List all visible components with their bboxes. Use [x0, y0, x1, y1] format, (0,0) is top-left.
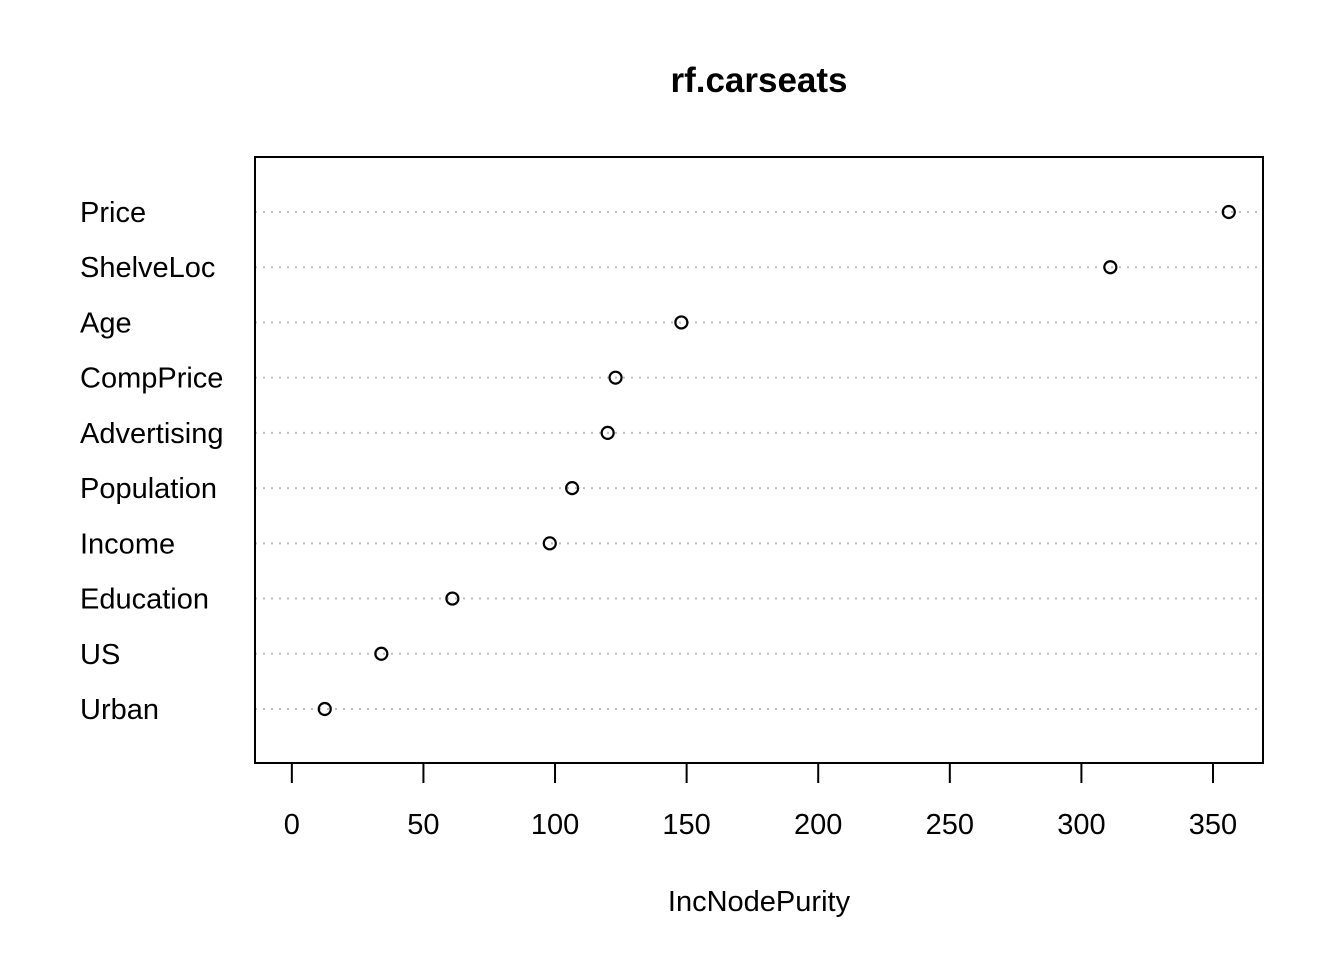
- category-labels: Price ShelveLoc Age CompPrice Advertising Pop…: [80, 197, 223, 726]
- x-axis: 0 50 100 150 200 250 300 350: [284, 762, 1237, 841]
- data-points: [317, 204, 1236, 717]
- data-point: [1221, 204, 1236, 220]
- x-tick-label: 0: [284, 809, 300, 841]
- data-point: [374, 646, 389, 661]
- data-point: [1103, 260, 1118, 275]
- data-point: [565, 481, 580, 496]
- category-label: Age: [80, 307, 132, 339]
- data-point: [600, 425, 615, 440]
- plot-frame: [254, 156, 1264, 764]
- category-label: Income: [80, 528, 175, 560]
- x-tick-label: 50: [407, 809, 439, 841]
- x-tick-label: 200: [794, 809, 842, 841]
- category-label: Population: [80, 473, 217, 505]
- category-label: US: [80, 639, 120, 671]
- x-tick-label: 100: [531, 809, 579, 841]
- x-tick-label: 250: [926, 809, 974, 841]
- x-tick-label: 150: [662, 809, 710, 841]
- data-point: [445, 591, 460, 606]
- data-point: [608, 370, 623, 385]
- category-label: Urban: [80, 694, 159, 726]
- data-point: [674, 315, 689, 330]
- data-point: [317, 701, 332, 717]
- category-label: CompPrice: [80, 363, 223, 395]
- chart-title: rf.carseats: [670, 61, 847, 100]
- x-axis-label: IncNodePurity: [668, 886, 851, 918]
- category-label: ShelveLoc: [80, 252, 215, 284]
- category-label: Advertising: [80, 418, 223, 450]
- guide-lines: [255, 211, 1263, 710]
- category-label: Education: [80, 584, 209, 616]
- x-tick-label: 300: [1057, 809, 1105, 841]
- x-tick-label: 350: [1189, 809, 1237, 841]
- category-label: Price: [80, 197, 146, 229]
- data-point: [542, 536, 557, 551]
